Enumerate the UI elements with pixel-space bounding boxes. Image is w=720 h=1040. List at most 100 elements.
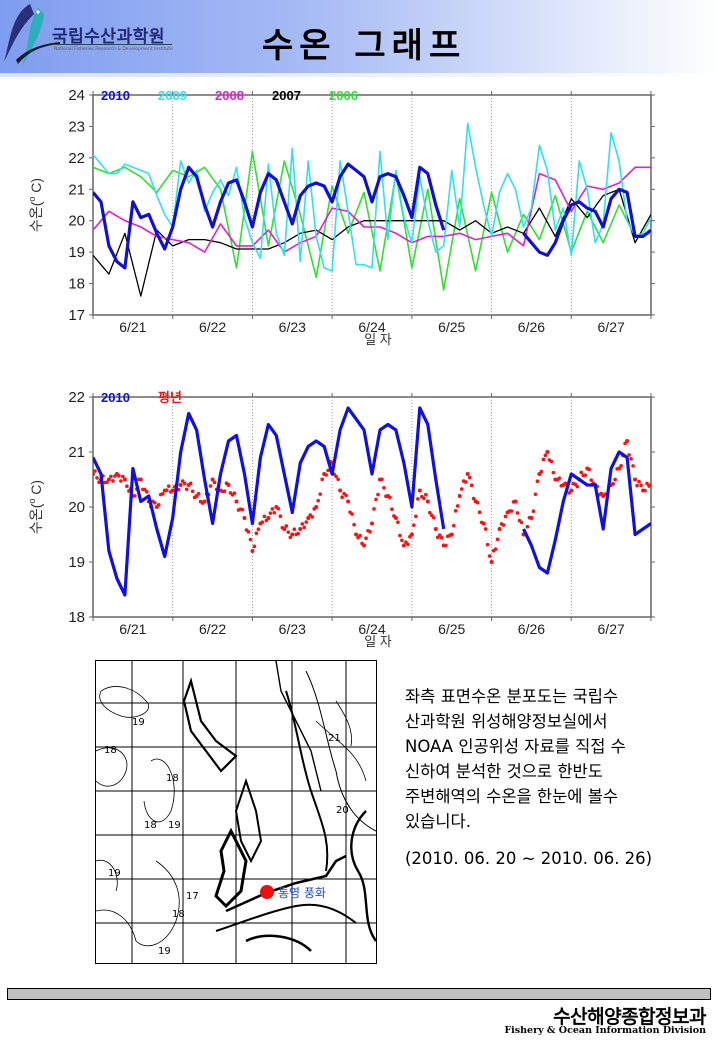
data-point-normal-interp: [109, 474, 113, 479]
x-tick-label: 6/27: [598, 319, 625, 335]
data-point-normal-interp: [487, 554, 492, 558]
data-point-normal: [298, 527, 303, 531]
contour-label: 19: [158, 946, 171, 957]
data-point-normal-interp: [639, 483, 643, 488]
data-point-normal-interp: [350, 512, 354, 516]
legend-entry-2007: 2007: [272, 88, 301, 103]
data-point-normal-interp: [368, 529, 372, 534]
data-point-normal-interp: [324, 473, 328, 477]
footer-org-ko: 수산해양종합정보과: [553, 1006, 706, 1028]
data-point-normal-interp: [119, 479, 123, 483]
data-point-normal-interp: [358, 533, 362, 538]
data-point-normal-interp: [212, 480, 217, 485]
data-point-normal-interp: [276, 506, 281, 511]
data-point-normal-interp: [145, 490, 149, 494]
x-tick-label: 6/21: [119, 319, 146, 335]
data-point-normal-interp: [256, 527, 261, 531]
data-point-normal-interp: [300, 522, 305, 526]
data-point-normal-interp: [539, 469, 544, 474]
station-marker-icon: [260, 885, 274, 899]
data-point-normal-interp: [439, 535, 444, 540]
data-point-normal-interp: [485, 542, 490, 547]
description-line: 좌측 표면수온 분포도는 국립수: [405, 687, 619, 706]
data-point-normal: [489, 560, 494, 564]
data-point-normal-interp: [232, 491, 237, 495]
y-tick-label: 24: [68, 87, 85, 104]
data-point-normal: [569, 488, 574, 493]
data-point-normal-interp: [483, 527, 488, 531]
data-point-normal: [314, 505, 319, 509]
x-tick-label: 6/23: [279, 621, 306, 637]
data-point-normal: [106, 477, 111, 482]
contour-label: 17: [186, 891, 199, 902]
footer-bar: [7, 988, 711, 1000]
description-line: 신하여 분석한 것으로 한반도: [405, 762, 603, 781]
data-point-normal: [178, 483, 183, 487]
data-point-normal-interp: [288, 535, 293, 540]
x-axis-label: 일 자: [364, 634, 392, 649]
data-point-normal-interp: [93, 469, 97, 473]
data-point-normal-interp: [477, 510, 482, 515]
x-tick-label: 6/22: [199, 621, 226, 637]
contour-label: 18: [166, 773, 179, 784]
data-point-normal-interp: [188, 481, 193, 486]
data-point-normal-interp: [111, 479, 115, 483]
data-point-normal: [401, 543, 406, 548]
data-point-normal: [633, 477, 638, 482]
data-point-normal-interp: [284, 524, 289, 528]
data-point-normal: [529, 516, 534, 520]
x-tick-label: 6/24: [358, 621, 385, 637]
data-point-normal-interp: [180, 479, 185, 483]
data-point-normal: [122, 477, 127, 482]
data-point-normal-interp: [589, 478, 594, 482]
data-point-normal-interp: [613, 477, 617, 482]
data-point-normal-interp: [455, 504, 460, 508]
x-tick-label: 6/25: [438, 621, 465, 637]
data-point-normal-interp: [469, 483, 474, 488]
data-point-normal: [202, 499, 207, 504]
logo-text-en: National Fisheries Research & Developmen…: [54, 47, 173, 52]
footer-org-en: Fishery & Ocean Information Division: [504, 1025, 706, 1036]
temperature-chart-multi-year: 17 18 19 20 21 22 23 24 6/21 6/22 6/23 6/24 6/25 6/26…: [27, 87, 655, 347]
data-point-normal-interp: [396, 520, 400, 525]
data-point-normal-interp: [248, 537, 253, 542]
data-point-normal-interp: [627, 453, 631, 457]
data-point-normal-interp: [541, 457, 546, 462]
data-point-normal-interp: [557, 476, 562, 480]
data-point-normal-interp: [117, 474, 121, 478]
description-line: 있습니다.: [405, 812, 471, 831]
data-point-normal: [290, 532, 295, 537]
data-point-normal-interp: [503, 514, 508, 519]
data-point-normal-interp: [643, 488, 647, 493]
plot-frame: [92, 396, 652, 618]
data-point-normal-interp: [254, 531, 259, 535]
y-axis-label: 수온(o C): [27, 480, 44, 534]
data-point-normal-interp: [208, 484, 213, 488]
data-point-normal-interp: [611, 482, 615, 486]
data-point-normal-interp: [196, 491, 201, 496]
map-grid: [96, 661, 376, 963]
data-point-normal: [242, 516, 247, 520]
data-point-normal-interp: [467, 475, 472, 480]
data-point-normal-interp: [463, 480, 468, 484]
data-point-normal: [93, 472, 95, 476]
data-point-normal-interp: [304, 520, 309, 524]
data-point-normal: [306, 516, 311, 520]
y-axis-label-sup: o: [27, 499, 37, 504]
x-tick-label: 6/23: [279, 319, 306, 335]
data-point-normal-interp: [587, 467, 592, 472]
data-point-normal-interp: [535, 479, 540, 484]
data-point-normal-interp: [336, 477, 340, 482]
logo: 국립수산과학원 National Fisheries Research & De…: [0, 0, 180, 73]
data-point-normal-interp: [302, 525, 307, 530]
description-line: 주변해역의 수온을 한눈에 볼수: [405, 787, 619, 806]
data-point-normal-interp: [429, 513, 434, 518]
x-tick-label: 6/21: [119, 621, 146, 637]
data-point-normal: [234, 499, 239, 504]
data-point-normal: [497, 527, 502, 531]
y-axis-label-sup: o: [27, 197, 37, 202]
data-point-normal-interp: [406, 542, 410, 547]
data-point-normal-interp: [340, 495, 344, 500]
legend-entry-2010: 2010: [101, 390, 130, 405]
data-point-normal: [362, 543, 367, 548]
